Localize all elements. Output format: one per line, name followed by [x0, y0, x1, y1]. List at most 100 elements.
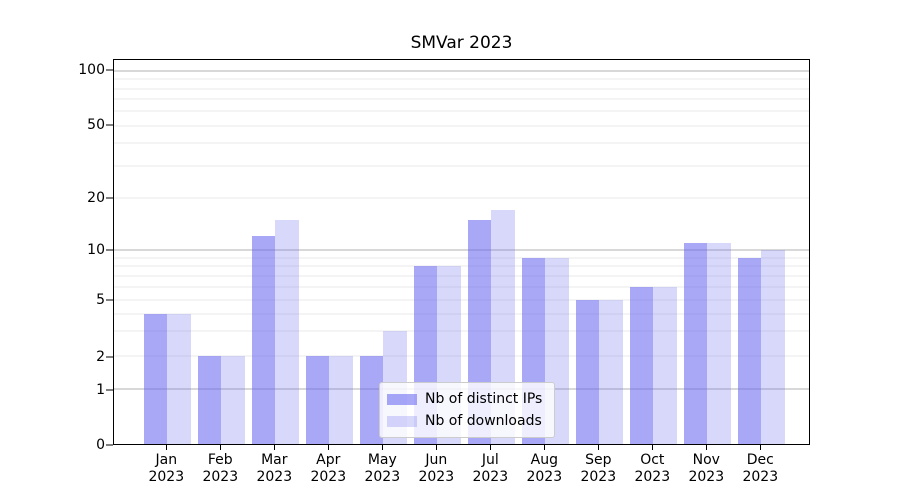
y-tick-label-20: 20	[87, 190, 105, 206]
x-tick-mark-mar	[273, 445, 275, 450]
legend-label: Nb of distinct IPs	[425, 391, 543, 407]
x-tick-year: 2023	[580, 469, 617, 485]
x-tick-mark-nov	[705, 445, 707, 450]
y-tick-mark-2	[106, 356, 113, 358]
gridline-minor-80	[114, 88, 809, 90]
y-axis-tick-marks	[106, 59, 113, 446]
x-tick-month: May	[367, 452, 397, 468]
bar-mar-distinct-ips	[251, 236, 276, 444]
x-tick-mark-oct	[651, 445, 653, 450]
bar-mar-downloads	[275, 219, 299, 444]
gridline-minor-4	[114, 313, 809, 315]
x-tick-mark-jul	[489, 445, 491, 450]
y-tick-label-2: 2	[96, 349, 105, 365]
bar-jan-downloads	[167, 313, 191, 444]
legend-label: Nb of downloads	[425, 413, 542, 429]
x-tick-month: Jun	[425, 452, 448, 468]
y-tick-mark-20	[106, 197, 113, 199]
y-tick-mark-50	[106, 124, 113, 126]
gridline-minor-30	[114, 165, 809, 167]
legend-swatch-icon	[387, 393, 417, 405]
bar-nov-distinct-ips	[683, 242, 708, 444]
x-axis-ticks: Jan 2023 Feb 2023 Mar 2023 Apr 2023 May 2023 Jun 20…	[113, 445, 810, 500]
gridline-minor-20	[114, 197, 809, 199]
gridline-minor-5	[114, 299, 809, 301]
gridline-minor-7	[114, 275, 809, 277]
y-tick-mark-10	[106, 249, 113, 251]
x-tick-mark-apr	[327, 445, 329, 450]
x-tick-label-jul: Jul 2023	[461, 452, 519, 486]
y-tick-label-0: 0	[96, 437, 105, 453]
legend: Nb of distinct IPs Nb of downloads	[379, 382, 556, 438]
bar-feb-downloads	[221, 356, 245, 444]
x-tick-label-mar: Mar 2023	[245, 452, 303, 486]
x-tick-month: Dec	[746, 452, 774, 468]
gridline-minor-40	[114, 142, 809, 144]
chart-title: SMVar 2023	[410, 33, 513, 53]
gridline-major-100	[114, 70, 809, 72]
bar-may-distinct-ips	[359, 356, 384, 444]
bar-apr-downloads	[329, 356, 353, 444]
x-tick-mark-sep	[597, 445, 599, 450]
x-tick-year: 2023	[742, 469, 779, 485]
bar-dec-downloads	[761, 250, 785, 444]
gridline-minor-6	[114, 286, 809, 288]
legend-row-distinct-ips: Nb of distinct IPs	[387, 388, 542, 410]
y-tick-label-100: 100	[78, 62, 105, 79]
x-tick-label-may: May 2023	[353, 452, 411, 486]
bar-sep-distinct-ips	[575, 299, 600, 444]
x-tick-year: 2023	[148, 469, 185, 485]
x-tick-label-jan: Jan 2023	[137, 452, 195, 486]
bar-jan-distinct-ips	[143, 313, 168, 444]
x-tick-year: 2023	[688, 469, 725, 485]
y-axis-tick-labels: 0 1 2 5 10 20 50 100	[0, 59, 105, 452]
y-tick-label-5: 5	[96, 292, 105, 309]
x-tick-month: Mar	[261, 452, 288, 468]
gridline-minor-50	[114, 125, 809, 127]
x-tick-mark-jan	[165, 445, 167, 450]
y-tick-mark-1	[106, 389, 113, 391]
x-tick-month: Sep	[585, 452, 612, 468]
y-tick-label-1: 1	[96, 382, 105, 398]
x-tick-month: Jan	[155, 452, 178, 468]
x-tick-label-apr: Apr 2023	[299, 452, 357, 486]
x-tick-label-oct: Oct 2023	[623, 452, 681, 486]
x-tick-year: 2023	[310, 469, 347, 485]
bar-dec-distinct-ips	[737, 257, 762, 444]
x-tick-year: 2023	[472, 469, 509, 485]
gridline-major-10	[114, 249, 809, 251]
plot-area: Nb of distinct IPs Nb of downloads	[113, 59, 810, 445]
x-tick-mark-dec	[759, 445, 761, 450]
x-tick-month: Aug	[530, 452, 558, 468]
x-tick-year: 2023	[526, 469, 563, 485]
x-tick-year: 2023	[256, 469, 293, 485]
bar-sep-downloads	[599, 299, 623, 444]
x-tick-mark-jun	[435, 445, 437, 450]
x-tick-year: 2023	[202, 469, 239, 485]
x-tick-mark-feb	[219, 445, 221, 450]
x-tick-year: 2023	[634, 469, 671, 485]
x-tick-year: 2023	[418, 469, 455, 485]
bar-feb-distinct-ips	[197, 356, 222, 444]
x-tick-label-jun: Jun 2023	[407, 452, 465, 486]
legend-swatch-icon	[387, 415, 417, 427]
x-tick-month: Feb	[207, 452, 233, 468]
bar-oct-distinct-ips	[629, 286, 654, 444]
gridline-minor-60	[114, 110, 809, 112]
x-tick-year: 2023	[364, 469, 401, 485]
y-tick-mark-5	[106, 299, 113, 301]
x-tick-label-feb: Feb 2023	[191, 452, 249, 486]
x-tick-label-aug: Aug 2023	[515, 452, 573, 486]
gridline-minor-3	[114, 330, 809, 332]
y-tick-mark-0	[106, 444, 113, 446]
gridline-minor-70	[114, 98, 809, 100]
y-tick-label-50: 50	[87, 117, 105, 134]
x-tick-month: Jul	[481, 452, 499, 468]
legend-row-downloads: Nb of downloads	[387, 410, 542, 432]
gridline-minor-90	[114, 78, 809, 80]
x-tick-label-dec: Dec 2023	[731, 452, 789, 486]
x-tick-month: Apr	[316, 452, 341, 468]
x-tick-month: Oct	[640, 452, 665, 468]
bar-oct-downloads	[653, 286, 677, 444]
